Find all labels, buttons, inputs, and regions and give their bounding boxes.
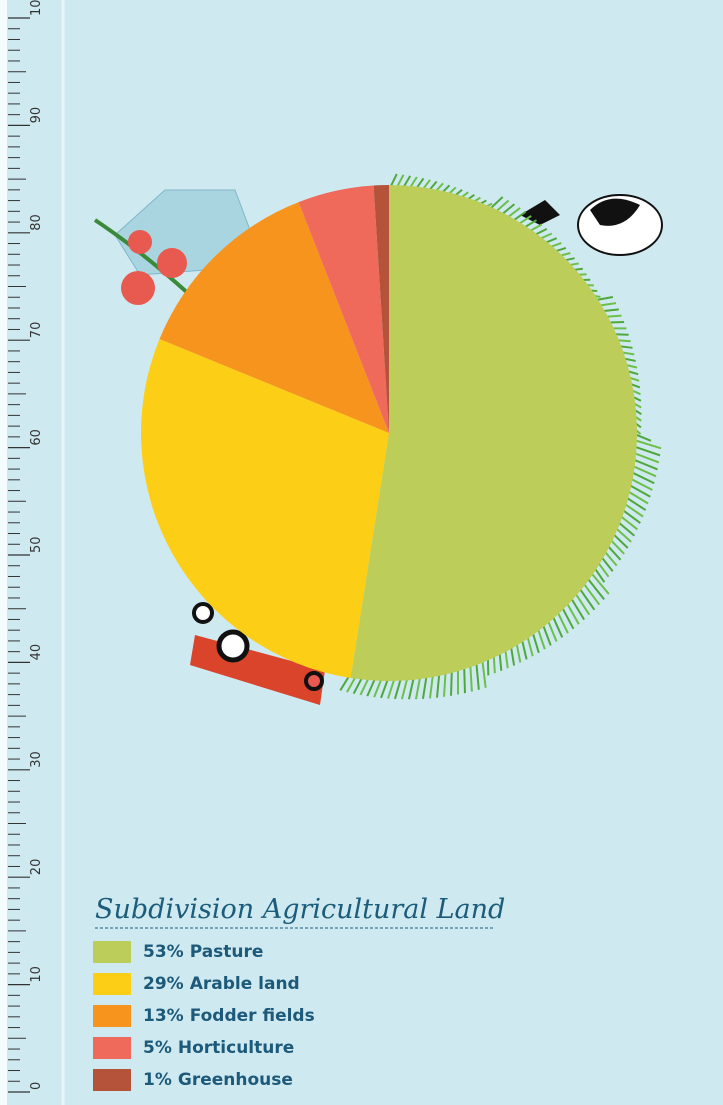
- legend-swatch: [93, 1069, 131, 1091]
- ruler-label: 100: [29, 0, 44, 16]
- ruler-edge: [0, 0, 7, 1105]
- ruler-label: 30: [29, 751, 44, 768]
- legend-name: Pasture: [190, 942, 264, 962]
- pie: [141, 185, 637, 681]
- legend-title: Subdivision Agricultural Land: [95, 894, 505, 925]
- legend-swatch: [93, 1037, 131, 1059]
- legend-name: Greenhouse: [178, 1070, 293, 1090]
- legend-swatch: [93, 1005, 131, 1027]
- legend-label: 1% Greenhouse: [143, 1070, 293, 1090]
- legend-name: Fodder fields: [190, 1006, 315, 1026]
- legend-name: Arable land: [190, 974, 300, 994]
- legend-label: 29% Arable land: [143, 974, 300, 994]
- legend-value: 5%: [143, 1038, 172, 1058]
- ruler-label: 40: [29, 644, 44, 661]
- tomato: [157, 248, 187, 278]
- ruler-label: 80: [29, 214, 44, 231]
- tomato: [128, 230, 152, 254]
- ruler-label: 70: [29, 322, 44, 339]
- ruler-label: 20: [29, 859, 44, 876]
- legend-value: 29%: [143, 974, 184, 994]
- wheel: [219, 632, 247, 660]
- infographic: Subdivision Agricultural Land 53% Pasture…: [0, 0, 723, 1105]
- legend-value: 53%: [143, 942, 184, 962]
- ruler-label: 90: [29, 107, 44, 124]
- ruler-label: 0: [29, 1082, 44, 1090]
- tomato: [121, 271, 155, 305]
- legend-label: 5% Horticulture: [143, 1038, 294, 1058]
- ruler-label: 60: [29, 429, 44, 446]
- legend-swatch: [93, 973, 131, 995]
- ruler-label: 10: [29, 966, 44, 983]
- legend-label: 13% Fodder fields: [143, 1006, 315, 1026]
- wheel: [194, 604, 212, 622]
- legend-value: 1%: [143, 1070, 172, 1090]
- legend-name: Horticulture: [178, 1038, 294, 1058]
- legend-swatch: [93, 941, 131, 963]
- legend-label: 53% Pasture: [143, 942, 263, 962]
- ruler-label: 50: [29, 536, 44, 553]
- legend-value: 13%: [143, 1006, 184, 1026]
- wheel: [306, 673, 322, 689]
